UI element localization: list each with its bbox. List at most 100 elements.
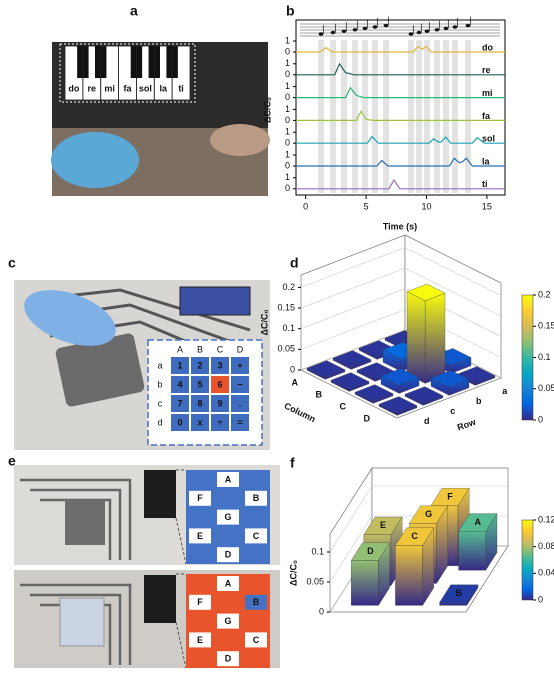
- bar-top: [350, 542, 390, 561]
- colorbar-tick-label: 0.05: [538, 383, 554, 393]
- led-board: [144, 575, 176, 623]
- legend-label: mi: [482, 88, 493, 98]
- legend-label: sol: [482, 134, 495, 144]
- segment-cell: [245, 528, 267, 544]
- bar-top: [439, 584, 479, 603]
- keypad-key-label: .: [239, 398, 242, 408]
- keypad-key: [191, 357, 209, 374]
- bar-top: [332, 350, 372, 368]
- bar-side: [395, 545, 423, 606]
- segment-cell: [245, 490, 267, 506]
- keypad-key: [191, 414, 209, 431]
- colorbar-tick-label: 0.08: [538, 541, 554, 551]
- keypad-key-label: =: [237, 417, 242, 427]
- note-head: [408, 32, 414, 36]
- key-label: sol: [139, 83, 152, 93]
- segment-label: A: [225, 578, 232, 588]
- segment-cell: [217, 576, 239, 591]
- note-head: [362, 26, 368, 31]
- x-tick-label: 10: [421, 201, 431, 211]
- trace: [296, 45, 505, 53]
- trace: [296, 135, 505, 144]
- key-label-box: [66, 82, 82, 96]
- colorbar: [521, 519, 534, 601]
- keypad-key: [231, 357, 249, 374]
- legend-label: do: [482, 42, 493, 52]
- bar-top: [306, 360, 346, 378]
- bar-label: D: [367, 546, 374, 556]
- colorbar-tick-label: 0.04: [538, 568, 554, 578]
- keypad-key-label: 1: [177, 360, 182, 370]
- note-head: [434, 28, 440, 32]
- keypad-key-label: −: [237, 379, 242, 389]
- highlight-band: [465, 40, 471, 193]
- y-tick-label: 1: [285, 104, 290, 114]
- keypad-key-label: 2: [197, 360, 202, 370]
- keypad-key-label: 9: [217, 398, 222, 408]
- segment-label: G: [224, 616, 231, 626]
- note-head: [341, 29, 347, 33]
- key-label: ti: [178, 83, 184, 93]
- bar-top: [380, 368, 420, 386]
- bar-top: [378, 396, 418, 414]
- key-label: do: [68, 83, 79, 93]
- x-tick-label: 0: [303, 201, 308, 211]
- grid-line: [329, 485, 373, 553]
- trace: [296, 109, 505, 121]
- highlight-band: [318, 40, 324, 193]
- column-label: D: [364, 413, 371, 423]
- photo-sensor-array: [55, 333, 145, 407]
- highlight-band: [416, 40, 422, 193]
- segment-label: C: [253, 635, 260, 645]
- grid-line: [300, 247, 406, 288]
- keypad-key-label: 7: [177, 398, 182, 408]
- trace: [296, 178, 505, 190]
- segment-label: B: [253, 597, 260, 607]
- y-tick-label: 0: [285, 92, 290, 102]
- bar-top: [458, 513, 498, 532]
- legend-label: re: [482, 65, 491, 75]
- z-axis-label: ΔC/C₀: [288, 560, 298, 586]
- bar-top: [363, 516, 403, 535]
- y-tick-label: 1: [285, 35, 290, 45]
- keypad-key: [191, 376, 209, 393]
- colorbar-tick-label: 0.1: [538, 352, 551, 362]
- segment-label: A: [225, 474, 232, 484]
- bar-label: G: [425, 509, 432, 519]
- colorbar-tick-label: 0.12: [538, 514, 554, 524]
- bar-label: A: [475, 517, 482, 527]
- keypad-key: [171, 376, 189, 393]
- keypad-key-label: 4: [177, 379, 182, 389]
- bar-label: E: [380, 520, 386, 530]
- y-tick-label: 0: [285, 183, 290, 193]
- key-label-box: [155, 82, 172, 96]
- highlight-band: [443, 40, 449, 193]
- z-tick-label: 0.1: [282, 323, 295, 333]
- z-tick-label: 0: [290, 364, 295, 374]
- note-head: [424, 29, 430, 33]
- photo-sensor: [65, 500, 105, 545]
- row-label: b: [476, 396, 482, 406]
- photo-wrist: [210, 124, 270, 156]
- plot-frame: [295, 19, 506, 196]
- x-tick-label: 5: [364, 201, 369, 211]
- highlight-band: [383, 40, 389, 193]
- panel-label: a: [130, 3, 138, 19]
- legend-label: fa: [482, 111, 491, 121]
- note-head: [443, 26, 449, 31]
- segment-cell: [217, 547, 239, 563]
- z-tick-label: 0.1: [311, 546, 324, 556]
- z-tick-label: 0: [319, 606, 324, 616]
- keypad-key: [211, 395, 229, 412]
- bar-label: F: [447, 491, 453, 501]
- bar-top: [354, 384, 394, 402]
- segment-cell: [217, 613, 239, 629]
- segment-cell: [189, 632, 211, 648]
- note-head: [452, 25, 458, 29]
- note-head: [465, 23, 471, 28]
- highlight-band: [330, 40, 336, 193]
- y-tick-label: 0: [285, 160, 290, 170]
- key-label: fa: [123, 83, 132, 93]
